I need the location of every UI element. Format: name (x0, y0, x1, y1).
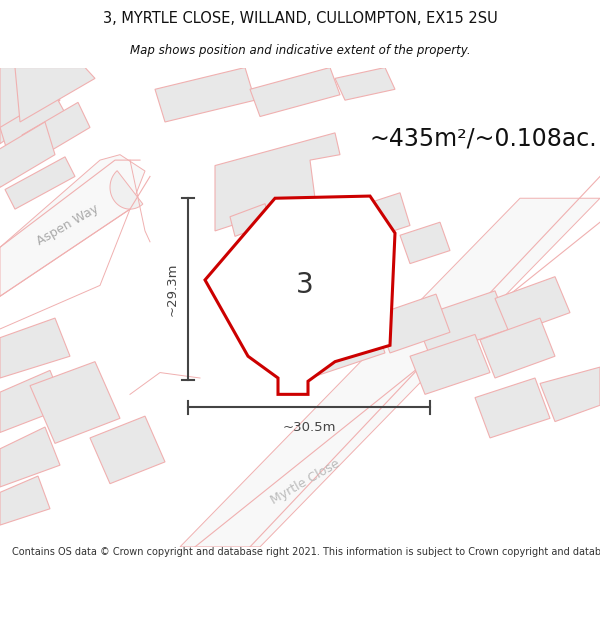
Polygon shape (155, 68, 255, 122)
Polygon shape (5, 157, 75, 209)
Polygon shape (400, 222, 450, 264)
Polygon shape (540, 367, 600, 422)
Polygon shape (350, 192, 410, 242)
Polygon shape (0, 427, 60, 487)
Polygon shape (335, 68, 395, 100)
Text: Map shows position and indicative extent of the property.: Map shows position and indicative extent… (130, 44, 470, 57)
Text: 3, MYRTLE CLOSE, WILLAND, CULLOMPTON, EX15 2SU: 3, MYRTLE CLOSE, WILLAND, CULLOMPTON, EX… (103, 11, 497, 26)
Polygon shape (0, 476, 50, 525)
Polygon shape (215, 133, 340, 231)
Polygon shape (0, 68, 60, 144)
Polygon shape (0, 371, 65, 432)
Polygon shape (230, 204, 270, 236)
Polygon shape (205, 196, 395, 394)
Polygon shape (376, 294, 450, 353)
Polygon shape (180, 198, 600, 547)
Polygon shape (410, 334, 490, 394)
Polygon shape (90, 416, 165, 484)
Polygon shape (15, 68, 95, 122)
Polygon shape (110, 171, 143, 209)
Text: ~29.3m: ~29.3m (166, 262, 179, 316)
Polygon shape (0, 154, 145, 296)
Text: ~30.5m: ~30.5m (282, 421, 336, 434)
Polygon shape (297, 316, 385, 378)
Polygon shape (495, 277, 570, 334)
Polygon shape (0, 95, 70, 160)
Polygon shape (0, 122, 55, 188)
Text: Myrtle Close: Myrtle Close (268, 456, 342, 506)
Text: ~435m²/~0.108ac.: ~435m²/~0.108ac. (370, 126, 598, 151)
Polygon shape (415, 291, 510, 356)
Polygon shape (0, 318, 70, 378)
Text: 3: 3 (296, 271, 314, 299)
Polygon shape (22, 102, 90, 160)
Text: Contains OS data © Crown copyright and database right 2021. This information is : Contains OS data © Crown copyright and d… (12, 547, 600, 557)
Polygon shape (475, 378, 550, 438)
Polygon shape (30, 362, 120, 443)
Polygon shape (250, 68, 340, 116)
Text: Aspen Way: Aspen Way (35, 202, 101, 248)
Polygon shape (480, 318, 555, 378)
